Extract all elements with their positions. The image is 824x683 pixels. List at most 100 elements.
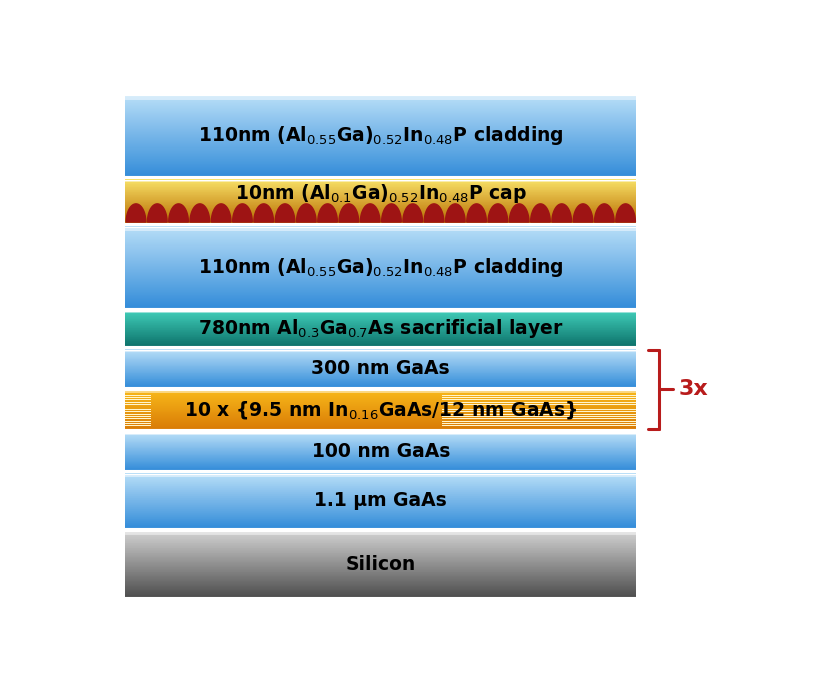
Bar xyxy=(125,450,636,451)
Bar xyxy=(125,363,636,365)
Bar xyxy=(125,133,636,135)
Bar xyxy=(125,336,636,337)
Bar xyxy=(125,437,636,438)
Bar xyxy=(125,318,636,320)
Bar xyxy=(125,326,636,327)
Bar xyxy=(125,579,636,580)
Bar xyxy=(125,109,636,110)
Bar xyxy=(125,165,636,166)
Bar xyxy=(125,572,636,574)
Bar xyxy=(125,332,636,333)
Text: 3x: 3x xyxy=(678,380,708,400)
Bar xyxy=(125,412,636,413)
Bar xyxy=(125,193,636,194)
Text: 110nm (Al$_{0.55}$Ga)$_{0.52}$In$_{0.48}$P cladding: 110nm (Al$_{0.55}$Ga)$_{0.52}$In$_{0.48}… xyxy=(198,124,564,147)
Bar xyxy=(125,294,636,295)
Bar xyxy=(125,404,151,405)
Polygon shape xyxy=(466,204,486,222)
Bar xyxy=(125,171,636,172)
Bar xyxy=(125,295,636,296)
Text: 100 nm GaAs: 100 nm GaAs xyxy=(311,442,450,461)
Bar xyxy=(125,521,636,522)
Bar xyxy=(125,112,636,113)
Bar xyxy=(125,564,636,565)
Bar xyxy=(125,378,636,379)
Bar xyxy=(125,533,636,535)
Bar xyxy=(125,354,636,355)
Bar xyxy=(125,156,636,157)
Bar xyxy=(125,554,636,555)
Bar xyxy=(125,264,636,265)
Bar xyxy=(125,532,636,533)
Bar xyxy=(125,338,636,339)
Bar xyxy=(125,459,636,460)
Bar xyxy=(125,240,636,242)
Bar xyxy=(125,466,636,467)
Bar xyxy=(125,454,636,455)
Bar xyxy=(125,343,636,344)
Bar xyxy=(125,593,636,594)
Bar xyxy=(125,161,636,162)
Bar xyxy=(125,229,636,231)
Bar xyxy=(125,333,636,334)
Bar xyxy=(125,504,636,505)
Bar xyxy=(125,255,636,257)
Bar xyxy=(125,520,636,522)
Bar xyxy=(125,288,636,290)
Bar xyxy=(125,589,636,590)
Bar xyxy=(125,558,636,559)
Bar xyxy=(125,206,636,207)
Bar xyxy=(125,525,636,526)
Bar xyxy=(125,313,636,314)
Bar xyxy=(125,303,636,305)
Bar xyxy=(125,464,636,466)
Bar xyxy=(125,482,636,483)
Bar xyxy=(125,331,636,332)
Bar xyxy=(125,460,636,461)
Bar xyxy=(125,362,636,363)
Bar xyxy=(125,99,636,100)
Bar xyxy=(125,105,636,107)
Bar xyxy=(125,552,636,553)
Bar xyxy=(125,592,636,594)
Bar xyxy=(125,329,636,330)
Bar xyxy=(125,352,636,353)
Bar xyxy=(125,566,636,567)
Bar xyxy=(125,173,636,174)
Bar xyxy=(125,525,636,527)
Bar xyxy=(125,456,636,457)
Bar xyxy=(125,527,636,528)
Bar xyxy=(125,447,636,448)
Bar xyxy=(125,441,636,442)
Bar xyxy=(125,542,636,544)
Bar xyxy=(125,293,636,294)
Bar xyxy=(125,433,636,435)
Bar xyxy=(125,172,636,173)
Bar xyxy=(125,376,636,377)
Bar xyxy=(125,163,636,164)
Bar xyxy=(125,365,636,366)
Bar xyxy=(125,567,636,568)
Bar xyxy=(125,220,636,221)
Bar xyxy=(125,440,636,441)
Bar xyxy=(125,485,636,486)
Bar xyxy=(125,312,636,313)
Bar xyxy=(125,415,636,416)
Bar xyxy=(125,413,636,415)
Bar xyxy=(442,409,636,410)
Bar xyxy=(125,285,636,286)
Bar xyxy=(125,536,636,537)
Bar xyxy=(125,238,636,240)
Bar xyxy=(125,408,636,410)
Bar xyxy=(125,236,636,238)
Polygon shape xyxy=(531,204,550,222)
Bar xyxy=(125,280,636,281)
Bar xyxy=(125,421,636,423)
Polygon shape xyxy=(169,204,189,222)
Bar xyxy=(125,463,636,464)
Bar xyxy=(125,207,636,208)
Bar xyxy=(125,444,636,445)
Bar xyxy=(125,378,636,379)
Bar xyxy=(125,150,636,151)
Bar xyxy=(125,377,636,378)
